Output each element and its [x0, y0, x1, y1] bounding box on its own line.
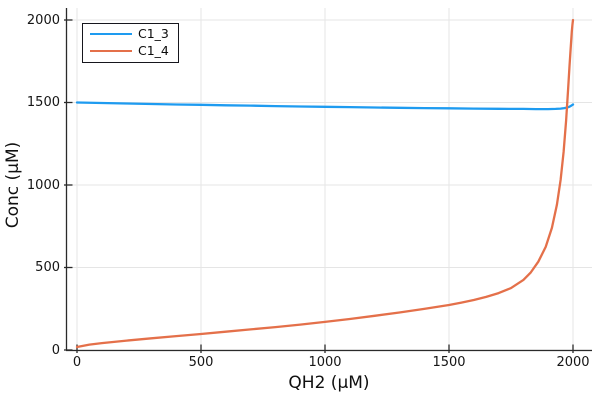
- y-axis-label: Conc (μM): [3, 141, 23, 229]
- series-line-C1_4: [75, 18, 575, 349]
- y-tick-label: 2000: [26, 12, 60, 28]
- legend-label: C1_3: [138, 26, 169, 41]
- y-tick-label: 1000: [26, 177, 60, 193]
- x-tick-label: 1000: [308, 355, 342, 370]
- x-tick-label: 500: [188, 355, 214, 370]
- x-tick-label: 0: [72, 355, 82, 370]
- legend-item-C1_3: C1_3: [90, 27, 169, 41]
- legend-item-C1_4: C1_4: [90, 44, 169, 58]
- legend-line-swatch: [90, 50, 132, 52]
- x-tick-label: 2000: [556, 355, 590, 370]
- legend: C1_3 C1_4: [82, 23, 179, 63]
- legend-label: C1_4: [138, 43, 169, 58]
- legend-line-swatch: [90, 33, 132, 35]
- x-tick-label: 1500: [432, 355, 466, 370]
- y-tick-label: 0: [51, 342, 60, 358]
- x-axis-label: QH2 (μM): [288, 373, 370, 393]
- series-line-C1_3: [75, 101, 575, 111]
- y-tick-label: 1500: [26, 95, 60, 110]
- y-tick-label: 500: [35, 260, 60, 275]
